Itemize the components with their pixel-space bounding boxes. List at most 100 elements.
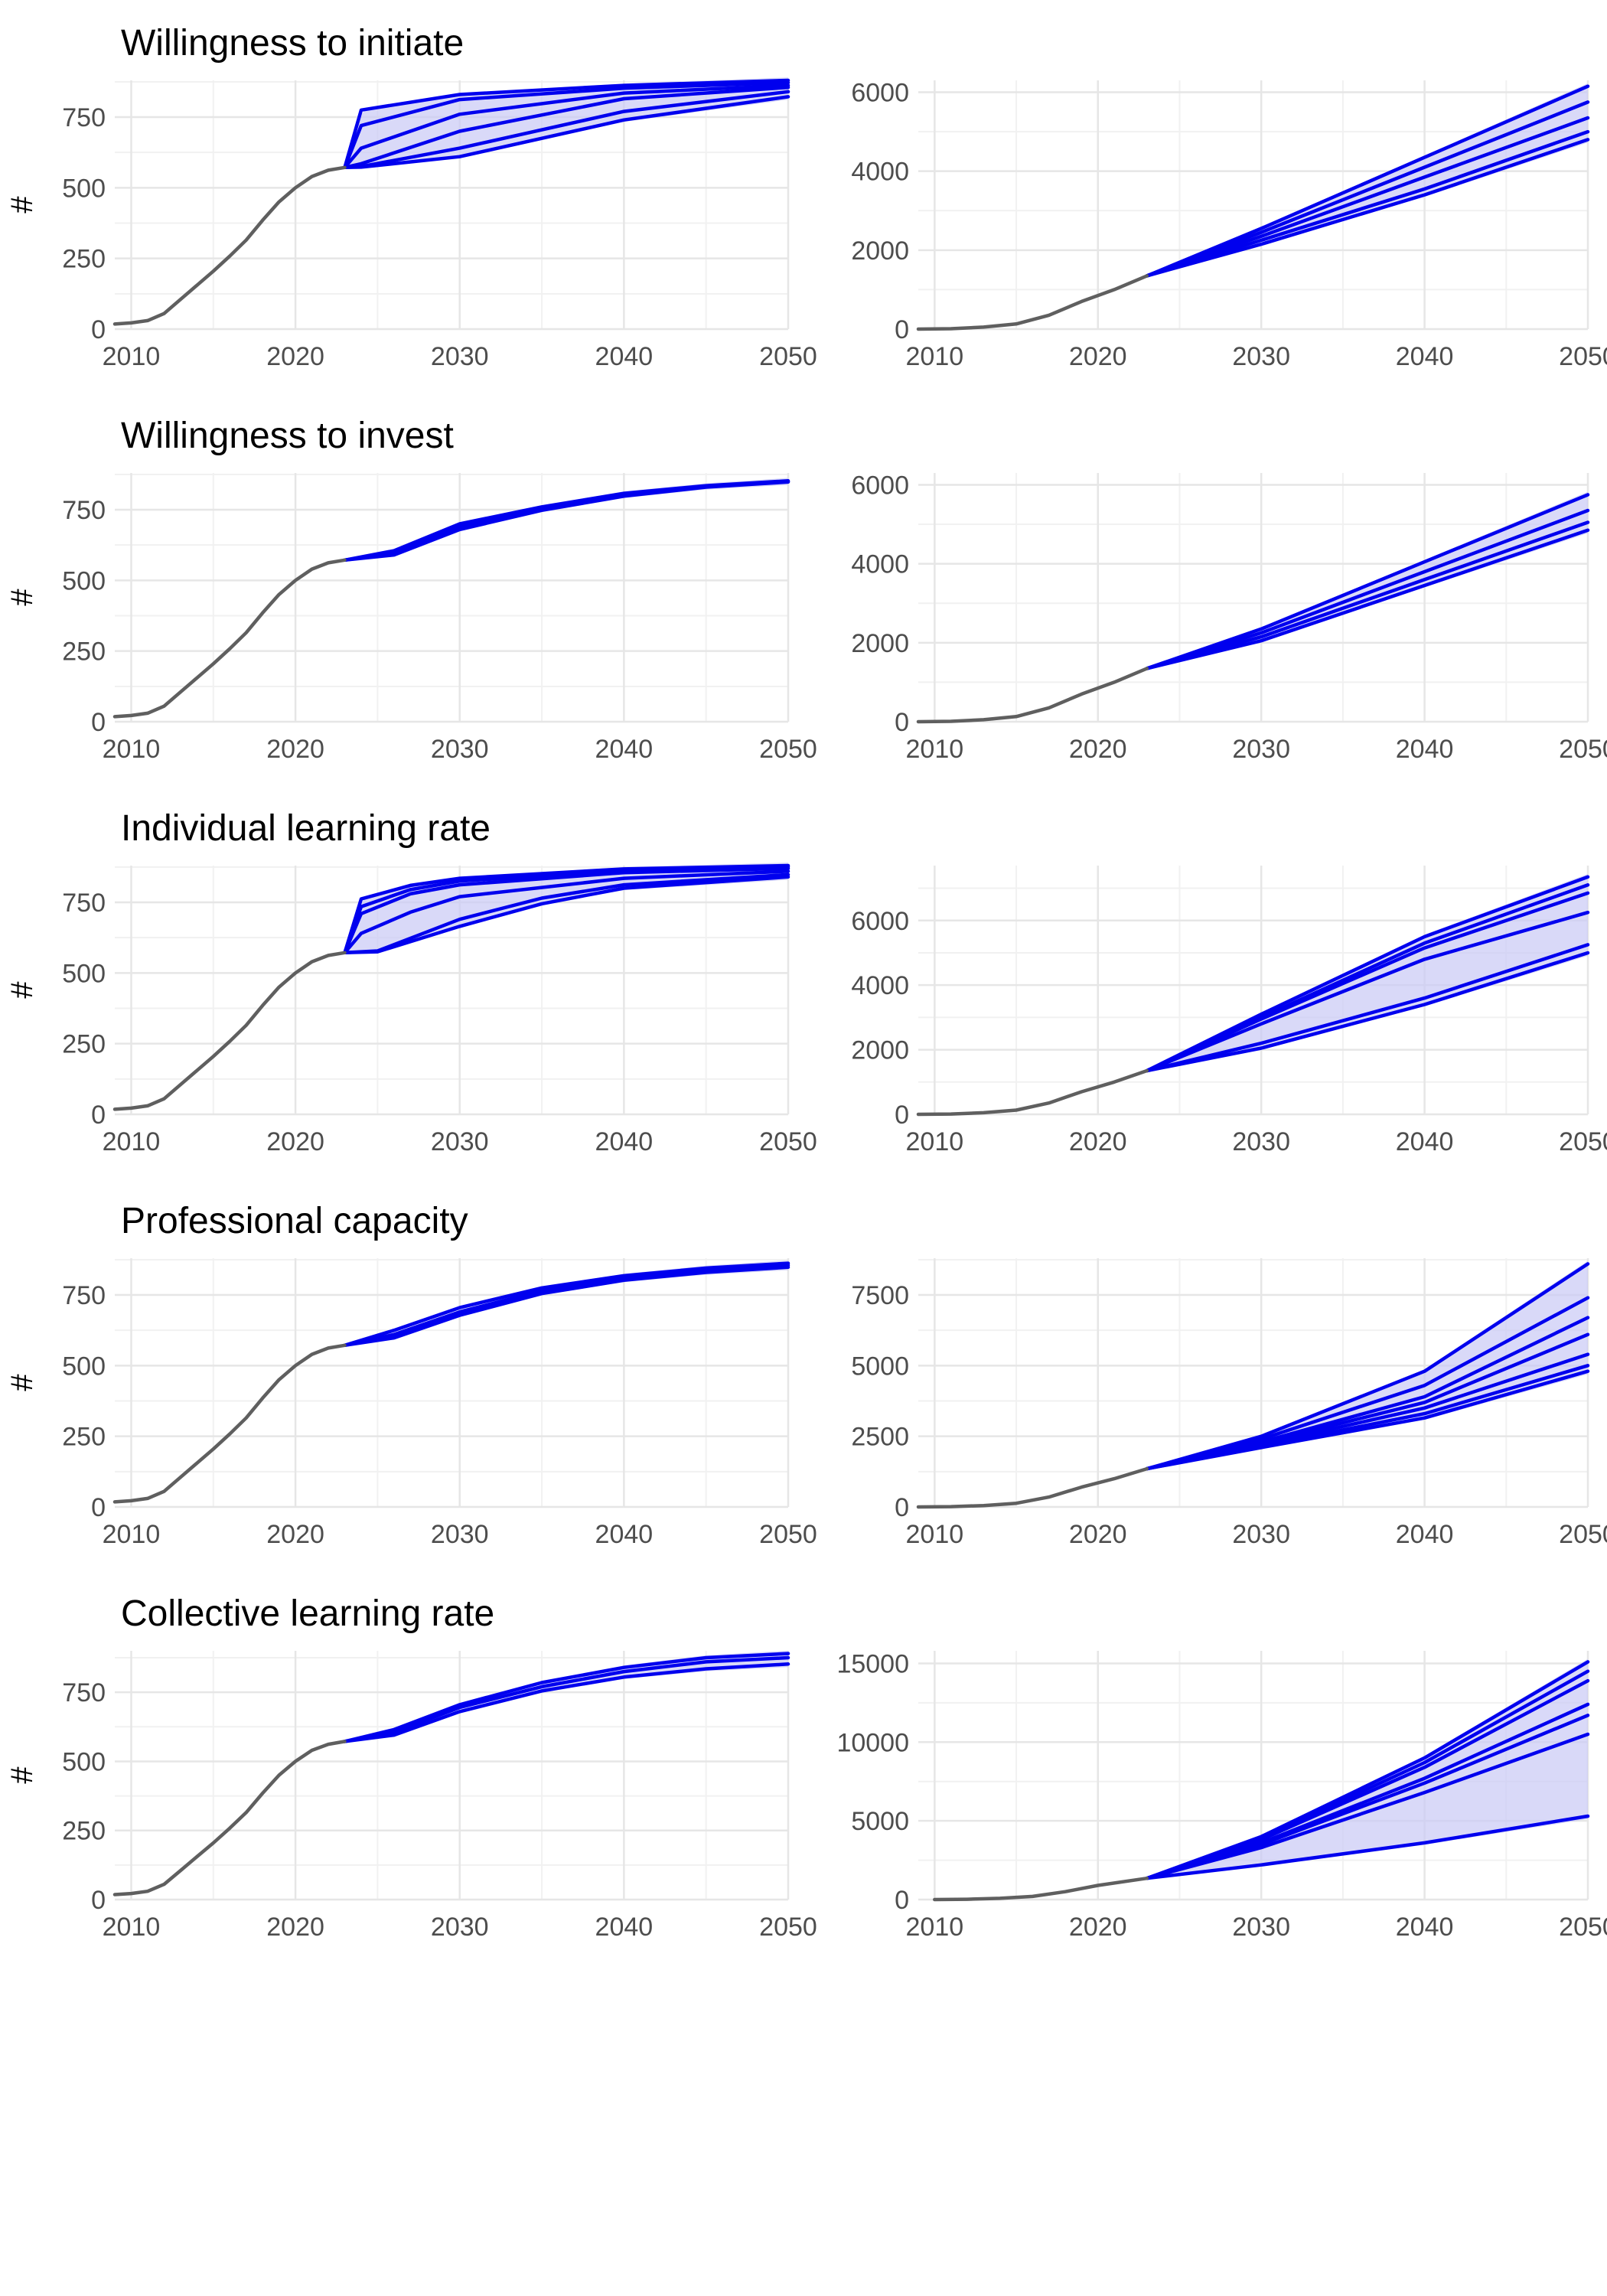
y-tick-label: 0	[91, 1101, 106, 1130]
panel-8: 2010 2020 2030 2040 2050 0 2500 5000 7500	[851, 1258, 1607, 1549]
x-tick-label: 2040	[595, 342, 654, 371]
x-tick-label: 2050	[1559, 735, 1607, 764]
y-tick-label: 500	[62, 1747, 106, 1776]
x-tick-label: 2030	[431, 735, 489, 764]
scenario-line-4	[1145, 129, 1590, 278]
x-tick-label: 2010	[103, 342, 161, 371]
y-tick-label: 500	[62, 566, 106, 595]
scenario-line-4	[343, 869, 790, 955]
x-tick-label: 2020	[266, 735, 324, 764]
scenario-line-5	[1145, 943, 1590, 1073]
scenario-line-3	[1145, 891, 1590, 1073]
history-line	[916, 274, 1149, 331]
x-tick-label: 2020	[266, 1520, 324, 1549]
scenario-line-6	[343, 875, 790, 955]
panel-title: Professional capacity	[121, 1201, 468, 1241]
history-line	[112, 558, 347, 719]
x-tick-label: 2020	[1069, 1520, 1127, 1549]
y-tick-label: 0	[895, 315, 909, 344]
x-tick-label: 2030	[431, 1913, 489, 1942]
x-tick-label: 2010	[103, 1127, 161, 1156]
x-tick-label: 2040	[595, 1520, 654, 1549]
scenario-line-3	[1145, 116, 1590, 278]
x-tick-label: 2010	[103, 735, 161, 764]
y-tick-label: 2000	[851, 236, 909, 266]
x-tick-label: 2040	[1396, 1913, 1454, 1942]
history-line	[112, 1740, 347, 1896]
scenario-line-2	[343, 865, 790, 955]
x-tick-label: 2050	[759, 1520, 817, 1549]
scenario-line-4	[1145, 910, 1590, 1073]
y-tick-label: 2000	[851, 629, 909, 658]
y-tick-label: 750	[62, 1678, 106, 1707]
scenario-line-1	[1145, 84, 1590, 278]
y-tick-label: 7500	[851, 1281, 909, 1310]
panel-6: 2010 2020 2030 2040 2050 0 2000 4000 6000	[851, 866, 1607, 1156]
x-tick-label: 2020	[1069, 735, 1127, 764]
scenario-line-2	[1145, 508, 1590, 670]
x-tick-label: 2040	[595, 1913, 654, 1942]
x-tick-label: 2020	[1069, 1913, 1127, 1942]
panel-title: Individual learning rate	[121, 808, 491, 849]
y-axis-label: #	[5, 196, 39, 214]
y-tick-label: 750	[62, 1281, 106, 1310]
panel-title: Willingness to invest	[121, 416, 454, 456]
scenario-line-2	[343, 1263, 790, 1348]
scenario-line-3	[343, 480, 790, 563]
x-tick-label: 2020	[266, 1913, 324, 1942]
x-tick-label: 2030	[1232, 1127, 1290, 1156]
y-tick-label: 0	[91, 1493, 106, 1522]
y-axis-label: #	[5, 1374, 39, 1391]
y-axis-label: #	[5, 1766, 39, 1784]
scenario-line-1	[343, 1261, 790, 1348]
history-line	[916, 667, 1149, 724]
y-axis-label: #	[5, 589, 39, 606]
x-tick-label: 2040	[595, 735, 654, 764]
y-tick-label: 250	[62, 1030, 106, 1059]
scenario-line-3	[1145, 520, 1590, 670]
x-tick-label: 2030	[431, 342, 489, 371]
y-tick-label: 0	[91, 708, 106, 737]
scenario-line-1	[343, 78, 790, 170]
x-tick-label: 2030	[1232, 735, 1290, 764]
scenario-line-1	[1145, 493, 1590, 670]
scenario-line-4	[1145, 528, 1590, 670]
y-tick-label: 0	[91, 315, 106, 344]
scenario-line-6	[343, 95, 790, 170]
scenario-line-7	[1145, 1814, 1590, 1880]
uncertainty-band	[1146, 1658, 1588, 1879]
scenario-line-4	[343, 85, 790, 170]
panel-title: Willingness to initiate	[121, 23, 464, 64]
y-tick-label: 6000	[851, 471, 909, 500]
history-line	[112, 951, 347, 1111]
y-tick-label: 0	[895, 1886, 909, 1915]
y-tick-label: 500	[62, 174, 106, 203]
x-tick-label: 2050	[1559, 1127, 1607, 1156]
y-tick-label: 250	[62, 638, 106, 667]
x-tick-label: 2040	[1396, 342, 1454, 371]
panel-4: 2010 2020 2030 2040 2050 0 2000 4000 6000	[851, 471, 1607, 764]
y-tick-label: 250	[62, 1817, 106, 1846]
x-tick-label: 2030	[431, 1520, 489, 1549]
panel-9: 2010 2020 2030 2040 2050 0 250 500 750 Collective…	[5, 1593, 817, 1942]
y-tick-label: 5000	[851, 1352, 909, 1381]
x-tick-label: 2050	[759, 1913, 817, 1942]
panel-3: 2010 2020 2030 2040 2050 0 250 500 750 Willingnes…	[5, 416, 817, 764]
y-tick-label: 4000	[851, 971, 909, 1000]
scenario-line-6	[1145, 951, 1590, 1073]
x-tick-label: 2050	[759, 735, 817, 764]
y-axis-label: #	[5, 981, 39, 999]
y-tick-label: 750	[62, 889, 106, 918]
y-tick-label: 5000	[851, 1807, 909, 1836]
x-tick-label: 2020	[266, 1127, 324, 1156]
x-tick-label: 2030	[1232, 1520, 1290, 1549]
y-tick-label: 0	[895, 1101, 909, 1130]
panel-2: 2010 2020 2030 2040 2050 0 2000 4000 6000	[851, 78, 1607, 371]
scenario-line-5	[1145, 138, 1590, 278]
x-tick-label: 2050	[1559, 1913, 1607, 1942]
x-tick-label: 2040	[1396, 1520, 1454, 1549]
panel-10: 2010 2020 2030 2040 2050 0 5000 10000 15000	[836, 1649, 1607, 1942]
scenario-line-6	[1145, 1732, 1590, 1880]
scenario-line-2	[1145, 100, 1590, 278]
